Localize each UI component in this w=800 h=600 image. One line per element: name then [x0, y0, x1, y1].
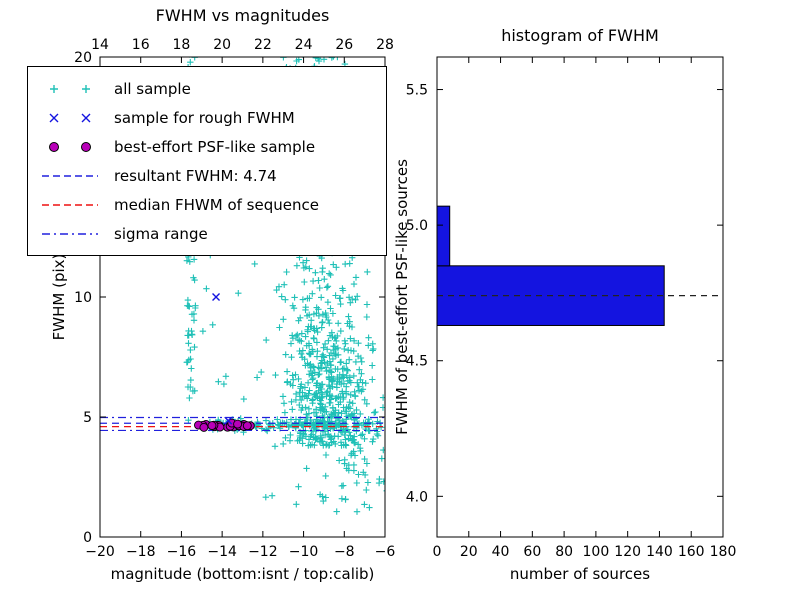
legend-item-sigma-range: sigma range [32, 219, 382, 248]
legend-item-psf-sample: best-effort PSF-like sample [32, 132, 382, 161]
tick-label: 10 [74, 290, 92, 306]
legend-item-all-sample: all sample [32, 74, 382, 103]
legend-label-rough-fwhm: sample for rough FWHM [114, 108, 295, 127]
tick-label: 24 [295, 37, 313, 53]
legend: all sample sample for rough FWHM best-ef… [27, 66, 387, 256]
x-markers-icon [32, 108, 104, 128]
histogram-bars [437, 205, 665, 326]
tick-label: 20 [460, 544, 478, 560]
tick-label: 40 [492, 544, 510, 560]
tick-label: 22 [254, 37, 272, 53]
tick-label: 4.0 [406, 489, 428, 505]
right-plot-xlabel: number of sources [509, 565, 651, 583]
psf-like-sample-points [194, 418, 255, 432]
dashed-line-icon [32, 166, 104, 186]
right-plot-title: histogram of FWHM [501, 26, 659, 45]
tick-label: 180 [710, 544, 737, 560]
tick-label: 80 [555, 544, 573, 560]
tick-label: 20 [74, 50, 92, 66]
tick-label: 100 [583, 544, 610, 560]
tick-label: 0 [433, 544, 442, 560]
legend-item-resultant-fwhm: resultant FWHM: 4.74 [32, 161, 382, 190]
tick-label: 18 [173, 37, 191, 53]
right-plot-ylabel: FWHM of best-effort PSF-like sources [393, 159, 411, 435]
tick-label: 20 [213, 37, 231, 53]
tick-label: 160 [678, 544, 705, 560]
tick-label: 120 [614, 544, 641, 560]
legend-label-median-fwhm: median FHWM of sequence [114, 195, 319, 214]
tick-label: 5 [83, 410, 92, 426]
tick-label: 60 [523, 544, 541, 560]
circle-markers-icon [32, 137, 104, 157]
histogram-bar [437, 205, 451, 267]
legend-item-rough-fwhm: sample for rough FWHM [32, 103, 382, 132]
tick-label: 26 [335, 37, 353, 53]
legend-item-median-fwhm: median FHWM of sequence [32, 190, 382, 219]
tick-label: −10 [289, 544, 319, 560]
tick-label: 0 [83, 530, 92, 546]
tick-label: 4.5 [406, 354, 428, 370]
plus-markers-icon [32, 79, 104, 99]
dashdot-line-icon [32, 224, 104, 244]
tick-label: −8 [334, 544, 355, 560]
legend-label-psf-sample: best-effort PSF-like sample [114, 137, 316, 156]
rough-fwhm-points [212, 293, 233, 425]
red-dashed-line-icon [32, 195, 104, 215]
tick-label: −12 [248, 544, 278, 560]
tick-label: −6 [375, 544, 396, 560]
legend-label-all-sample: all sample [114, 79, 191, 98]
tick-label: 28 [376, 37, 394, 53]
tick-label: 16 [132, 37, 150, 53]
legend-label-sigma-range: sigma range [114, 224, 208, 243]
tick-label: −20 [85, 544, 115, 560]
left-plot-title: FWHM vs magnitudes [155, 6, 330, 25]
left-plot-xlabel: magnitude (bottom:isnt / top:calib) [110, 565, 375, 583]
tick-label: 140 [646, 544, 673, 560]
right-axes-frame [436, 56, 724, 538]
tick-label: 5.0 [406, 218, 428, 234]
reference-lines [100, 416, 385, 432]
tick-label: −16 [167, 544, 197, 560]
tick-label: 5.5 [406, 83, 428, 99]
tick-label: −18 [126, 544, 156, 560]
tick-label: 14 [91, 37, 109, 53]
tick-label: −14 [207, 544, 237, 560]
legend-label-resultant-fwhm: resultant FWHM: 4.74 [114, 166, 277, 185]
